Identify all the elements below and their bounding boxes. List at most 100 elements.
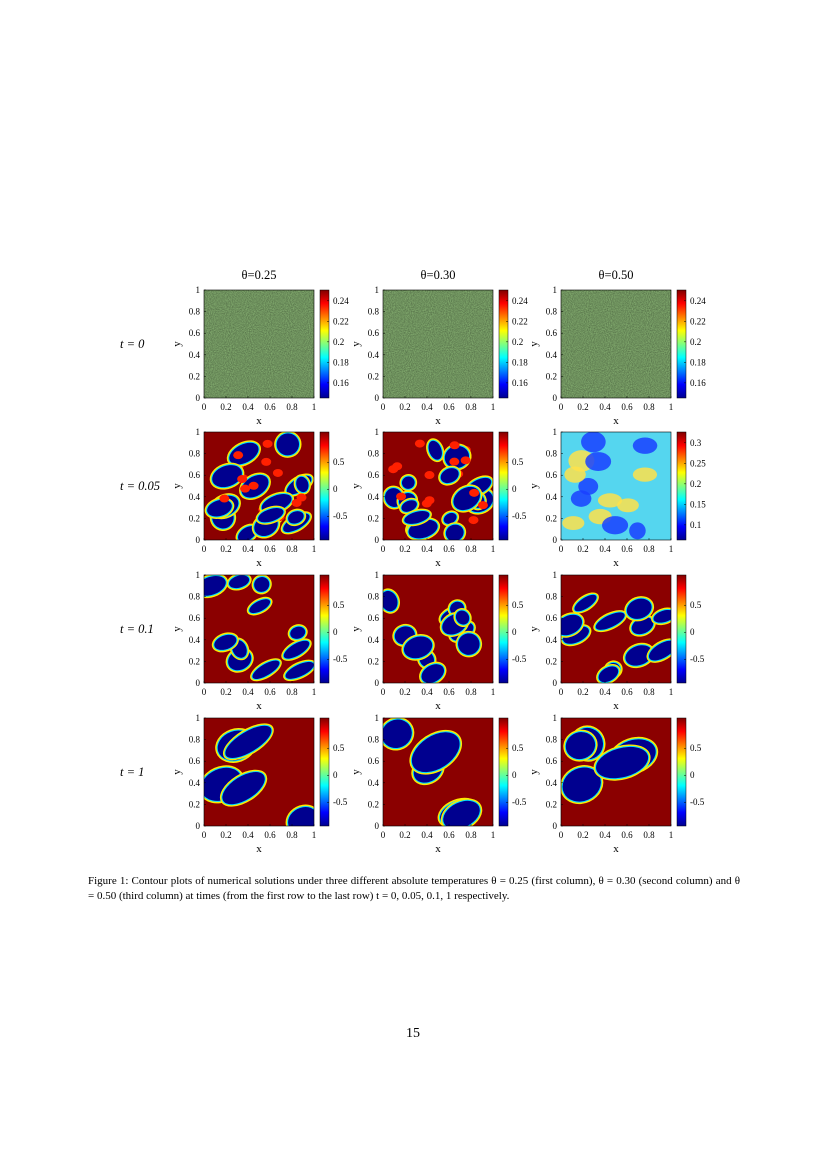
y-tick-label: 0.2: [546, 513, 557, 523]
x-tick-label: 0.6: [264, 830, 276, 840]
pattern-hotspot: [396, 492, 407, 501]
pattern-blob: [401, 476, 415, 489]
y-tick-label: 0: [375, 535, 380, 545]
pattern-blob: [574, 594, 597, 612]
panel-image: [383, 290, 493, 398]
x-tick-label: 1: [491, 402, 496, 412]
x-tick-label: 1: [312, 830, 317, 840]
x-tick-label: 0: [559, 830, 564, 840]
y-tick-label: 0.6: [546, 613, 558, 623]
colorbar-tick-label: 0.24: [333, 296, 349, 306]
y-tick-label: 0.8: [189, 592, 201, 602]
x-tick-label: 0.2: [399, 402, 410, 412]
colorbar-tick-label: 0.16: [333, 378, 349, 388]
y-tick-label: 0.2: [189, 371, 200, 381]
y-tick-label: 0.4: [368, 350, 380, 360]
y-tick-label: 0.8: [546, 307, 558, 317]
x-tick-label: 0.4: [421, 544, 433, 554]
x-tick-label: 0.4: [599, 544, 611, 554]
page-number: 15: [406, 1026, 420, 1041]
colorbar-tick-label: 0.1: [690, 520, 701, 530]
x-tick-label: 0: [559, 544, 564, 554]
column-title: θ=0.50: [599, 268, 634, 282]
colorbar-tick-label: 0.2: [333, 337, 344, 347]
contour-panel: 0 0.2 0.4 0.6 0.8 1 x 0 0.2 0.4 0.6 0.8 1 y 0.5 0 -0.5: [350, 570, 527, 712]
pattern-blob: [237, 526, 257, 540]
x-tick-label: 0.8: [465, 544, 477, 554]
x-tick-label: 0: [381, 830, 386, 840]
pattern-hotspot: [388, 465, 399, 474]
panel-frame: [203, 574, 315, 684]
pattern-hotspot: [469, 488, 480, 497]
pattern-hotspot: [449, 457, 460, 466]
x-tick-label: 0.4: [599, 402, 611, 412]
panel-frame: [560, 717, 672, 827]
pattern-blob: [631, 617, 654, 635]
figure-caption: Figure 1: Contour plots of numerical sol…: [88, 874, 740, 903]
x-tick-label: 0.6: [443, 544, 455, 554]
y-tick-label: 0.2: [546, 656, 557, 666]
panel-image: [561, 575, 671, 683]
colorbar-tick-label: 0.15: [690, 499, 706, 509]
panel-frame: [560, 431, 672, 541]
x-tick-label: 0: [381, 687, 386, 697]
column-title: θ=0.30: [421, 268, 456, 282]
y-tick-label: 0.8: [546, 592, 558, 602]
x-axis-label: x: [613, 415, 619, 427]
contour-panel: 0 0.2 0.4 0.6 0.8 1 x 0 0.2 0.4 0.6 0.8 1 y 0.5 0 -0.5: [171, 427, 348, 569]
colorbar: [319, 289, 330, 399]
pattern-blob: [458, 633, 480, 655]
pattern-blob: [632, 467, 658, 482]
y-tick-label: 1: [375, 570, 380, 580]
y-tick-label: 0: [375, 821, 380, 831]
pattern-blob: [455, 610, 470, 625]
colorbar-tick-label: 0.18: [512, 357, 528, 367]
pattern-blob: [564, 466, 586, 483]
y-tick-label: 0.4: [368, 635, 380, 645]
colorbar-tick-label: 0: [333, 484, 338, 494]
pattern-blob: [288, 807, 314, 826]
colorbar-tick-label: 0.22: [512, 316, 528, 326]
y-tick-label: 0.8: [368, 449, 380, 459]
pattern-blob: [403, 636, 433, 659]
pattern-blob: [653, 609, 671, 623]
panel-frame: [560, 574, 672, 684]
pattern-blob: [596, 746, 649, 779]
y-tick-label: 0.8: [546, 735, 558, 745]
pattern-blob: [626, 598, 652, 619]
x-tick-label: 1: [491, 830, 496, 840]
x-axis-label: x: [613, 700, 619, 712]
x-tick-label: 0: [202, 544, 207, 554]
y-tick-label: 0.8: [368, 592, 380, 602]
panel-image: [561, 290, 671, 398]
pattern-hotspot: [421, 499, 432, 508]
colorbar-tick-label: 0.5: [333, 743, 345, 753]
y-tick-label: 0.8: [546, 449, 558, 459]
pattern-blob: [648, 640, 671, 661]
y-tick-label: 0.2: [546, 799, 557, 809]
colorbar-tick-label: 0.18: [690, 357, 706, 367]
y-tick-label: 0: [196, 821, 201, 831]
y-tick-label: 0.6: [546, 328, 558, 338]
pattern-blob: [258, 508, 284, 523]
pattern-blob: [401, 500, 417, 512]
x-tick-label: 1: [491, 544, 496, 554]
y-tick-label: 0.2: [368, 656, 379, 666]
y-tick-label: 1: [196, 427, 201, 437]
x-tick-label: 0.6: [443, 830, 455, 840]
y-tick-label: 0.2: [189, 513, 200, 523]
y-axis-label: y: [350, 483, 362, 489]
x-tick-label: 0.2: [399, 544, 410, 554]
pattern-hotspot: [477, 501, 488, 510]
y-tick-label: 0: [196, 393, 201, 403]
y-tick-label: 1: [553, 713, 558, 723]
pattern-hotspot: [248, 481, 259, 490]
y-tick-label: 0: [375, 678, 380, 688]
x-tick-label: 0.6: [621, 544, 633, 554]
colorbar-tick-label: 0.18: [333, 357, 349, 367]
colorbar-tick-label: 0.5: [512, 457, 524, 467]
pattern-blob: [562, 516, 585, 530]
colorbar-tick-label: 0.5: [690, 600, 702, 610]
x-axis-label: x: [256, 415, 262, 427]
y-tick-label: 0.6: [189, 328, 201, 338]
